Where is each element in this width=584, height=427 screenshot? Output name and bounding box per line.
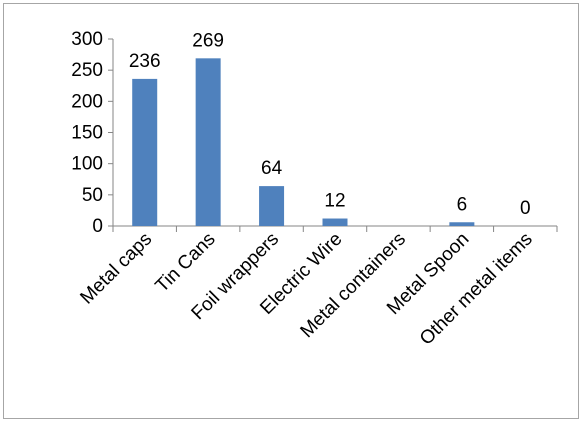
data-label: 64 [261, 158, 283, 179]
bar [449, 222, 475, 226]
y-tick-label: 0 [92, 216, 103, 237]
data-label: 269 [192, 30, 224, 51]
y-tick-label: 200 [71, 91, 103, 112]
data-label: 236 [129, 51, 161, 72]
bar [132, 78, 158, 226]
y-tick-label: 100 [71, 154, 103, 175]
data-label: 12 [324, 191, 345, 212]
y-tick-label: 50 [82, 185, 103, 206]
y-tick-label: 250 [71, 60, 103, 81]
bar [259, 186, 285, 226]
bar [195, 58, 221, 226]
data-label: 0 [520, 198, 531, 219]
data-label: 6 [457, 194, 468, 215]
y-tick-label: 150 [71, 123, 103, 144]
chart-frame: 0 50 100 150 200 250 300 236 Metal caps 269 Tin Ca… [3, 3, 579, 419]
category-label: Metal caps [76, 229, 156, 309]
bar [322, 218, 348, 226]
category-label: Other metal items [416, 229, 537, 350]
y-tick-label: 300 [71, 29, 103, 50]
